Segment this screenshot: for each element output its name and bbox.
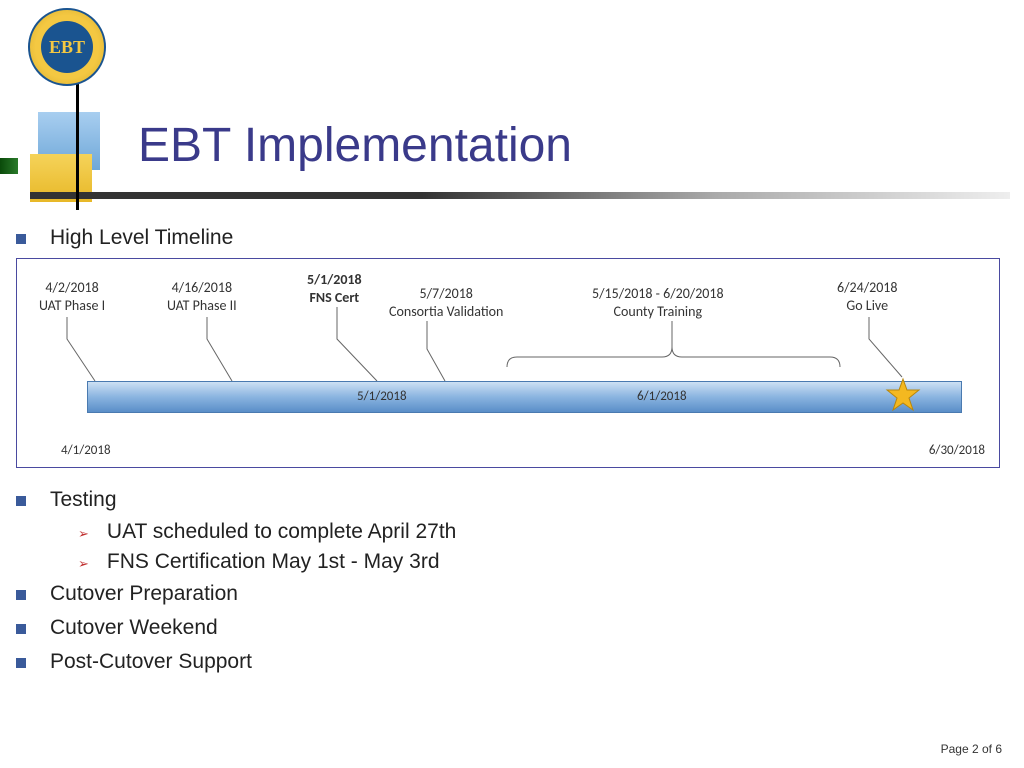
milestone-label: UAT Phase II bbox=[167, 297, 237, 315]
bullet-high-level-timeline: High Level Timeline bbox=[16, 224, 1008, 250]
milestone-label: County Training bbox=[592, 303, 724, 321]
content-area: High Level Timeline 4/2/2018 UAT Phase I… bbox=[16, 224, 1008, 682]
chevron-bullet-icon: ➢ bbox=[78, 526, 89, 542]
milestone-date: 4/2/2018 bbox=[39, 279, 105, 297]
sub-bullet-label: UAT scheduled to complete April 27th bbox=[107, 520, 456, 544]
bullet-label: Cutover Preparation bbox=[50, 582, 238, 606]
ebt-logo-text: EBT bbox=[41, 21, 93, 73]
milestone-label: UAT Phase I bbox=[39, 297, 105, 315]
milestone-label: FNS Cert bbox=[307, 289, 362, 307]
sub-bullet-uat: ➢ UAT scheduled to complete April 27th bbox=[78, 520, 1008, 544]
square-bullet-icon bbox=[16, 658, 26, 668]
bullet-label: Post-Cutover Support bbox=[50, 650, 252, 674]
square-bullet-icon bbox=[16, 496, 26, 506]
bullet-cutover-prep: Cutover Preparation bbox=[16, 580, 1008, 606]
milestone-date: 5/1/2018 bbox=[307, 271, 362, 289]
sub-bullet-fns: ➢ FNS Certification May 1st - May 3rd bbox=[78, 550, 1008, 574]
timeline-chart: 4/2/2018 UAT Phase I 4/16/2018 UAT Phase… bbox=[16, 258, 1000, 468]
milestone-consortia: 5/7/2018 Consortia Validation bbox=[389, 285, 503, 321]
tick-label: 6/1/2018 bbox=[637, 389, 687, 404]
milestone-date: 6/24/2018 bbox=[837, 279, 897, 297]
milestone-uat1: 4/2/2018 UAT Phase I bbox=[39, 279, 105, 315]
decorative-vertical-line bbox=[76, 82, 79, 210]
timeline-start-label: 4/1/2018 bbox=[61, 443, 111, 458]
milestone-fns: 5/1/2018 FNS Cert bbox=[307, 271, 362, 307]
decorative-green-bar bbox=[0, 158, 18, 174]
page-title: EBT Implementation bbox=[138, 118, 572, 173]
milestone-county-training: 5/15/2018 - 6/20/2018 County Training bbox=[592, 285, 724, 321]
ebt-logo: EBT bbox=[28, 8, 106, 86]
chevron-bullet-icon: ➢ bbox=[78, 556, 89, 572]
milestone-date: 5/15/2018 - 6/20/2018 bbox=[592, 285, 724, 303]
timeline-bar bbox=[87, 381, 962, 413]
bullet-label: High Level Timeline bbox=[50, 226, 233, 250]
timeline-end-label: 6/30/2018 bbox=[929, 443, 985, 458]
square-bullet-icon bbox=[16, 624, 26, 634]
star-icon bbox=[885, 377, 921, 413]
milestone-golive: 6/24/2018 Go Live bbox=[837, 279, 897, 315]
bullet-label: Cutover Weekend bbox=[50, 616, 218, 640]
square-bullet-icon bbox=[16, 234, 26, 244]
square-bullet-icon bbox=[16, 590, 26, 600]
horizontal-rule bbox=[30, 192, 1010, 199]
bullet-post-cutover: Post-Cutover Support bbox=[16, 648, 1008, 674]
sub-bullet-label: FNS Certification May 1st - May 3rd bbox=[107, 550, 440, 574]
milestone-date: 4/16/2018 bbox=[167, 279, 237, 297]
milestone-label: Go Live bbox=[837, 297, 897, 315]
milestone-label: Consortia Validation bbox=[389, 303, 503, 321]
milestone-date: 5/7/2018 bbox=[389, 285, 503, 303]
tick-label: 5/1/2018 bbox=[357, 389, 407, 404]
bullet-label: Testing bbox=[50, 488, 117, 512]
page-footer: Page 2 of 6 bbox=[941, 742, 1002, 756]
milestone-uat2: 4/16/2018 UAT Phase II bbox=[167, 279, 237, 315]
bullet-cutover-weekend: Cutover Weekend bbox=[16, 614, 1008, 640]
bullet-testing: Testing bbox=[16, 486, 1008, 512]
